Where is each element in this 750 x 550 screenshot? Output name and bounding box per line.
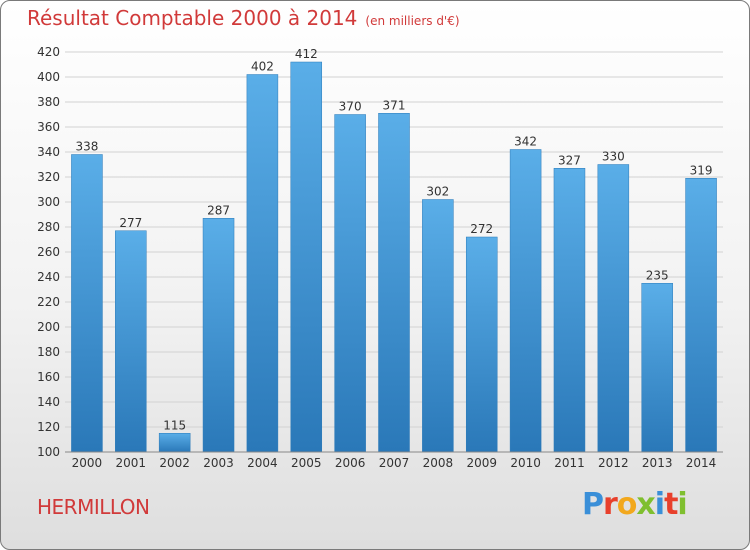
y-tick-label: 180 (37, 345, 60, 359)
y-tick-label: 320 (37, 170, 60, 184)
y-axis-ticks: 100 120 140 160 180 200 220 240 260 280 300 320 340 3… (37, 45, 60, 459)
bar-2010 (509, 149, 542, 453)
bar-2005 (290, 61, 323, 453)
bar-2000 (71, 154, 103, 453)
data-label: 287 (207, 203, 230, 217)
x-tick-label: 2006 (335, 456, 366, 470)
logo-letter: i (654, 487, 665, 522)
bar-2011 (553, 168, 586, 453)
x-tick-label: 2009 (466, 456, 497, 470)
chart-title-text: Résultat Comptable 2000 à 2014 (27, 6, 358, 30)
bar-2007 (378, 113, 410, 453)
bar-2002 (158, 433, 191, 453)
data-label: 402 (251, 60, 274, 74)
y-tick-label: 360 (37, 120, 60, 134)
y-tick-label: 280 (37, 220, 60, 234)
bar-2006 (334, 114, 366, 453)
bars (71, 61, 717, 453)
data-label: 115 (163, 418, 186, 432)
logo-letter: t (664, 487, 678, 522)
data-label: 235 (646, 268, 669, 282)
x-tick-label: 2011 (554, 456, 585, 470)
bar-2013 (641, 283, 673, 453)
x-axis-ticks: 2000 2001 2002 2003 2004 2005 2006 2007 2008 2009… (72, 456, 717, 470)
data-label: 412 (295, 47, 318, 61)
bar-2004 (246, 74, 279, 453)
y-tick-label: 400 (37, 70, 60, 84)
logo-letter: i (677, 487, 687, 522)
data-labels: 338 277 115 287 402 412 370 371 302 272 342 327 330 2… (75, 47, 712, 432)
y-tick-label: 140 (37, 395, 60, 409)
y-tick-label: 160 (37, 370, 60, 384)
logo-letter: P (582, 487, 604, 522)
data-label: 327 (558, 153, 581, 167)
y-tick-label: 120 (37, 420, 60, 434)
y-tick-label: 200 (37, 320, 60, 334)
x-tick-label: 2007 (379, 456, 410, 470)
bar-2008 (422, 199, 454, 453)
x-tick-label: 2008 (423, 456, 454, 470)
bar-2012 (597, 164, 630, 453)
chart-title: Résultat Comptable 2000 à 2014 (en millie… (27, 6, 460, 30)
y-tick-label: 300 (37, 195, 60, 209)
data-label: 319 (690, 163, 713, 177)
bar-2003 (202, 218, 235, 453)
data-label: 330 (602, 150, 625, 164)
x-tick-label: 2012 (598, 456, 629, 470)
x-tick-label: 2005 (291, 456, 322, 470)
data-label: 371 (383, 98, 406, 112)
bar-2009 (465, 236, 498, 453)
x-tick-label: 2004 (247, 456, 278, 470)
chart-subtitle: (en milliers d'€) (365, 14, 460, 28)
y-tick-label: 260 (37, 245, 60, 259)
x-tick-label: 2010 (510, 456, 541, 470)
x-tick-label: 2000 (72, 456, 103, 470)
data-label: 302 (426, 185, 449, 199)
data-label: 277 (119, 216, 142, 230)
y-tick-label: 380 (37, 95, 60, 109)
proxiti-logo: Proxiti (582, 487, 688, 522)
x-tick-label: 2013 (642, 456, 673, 470)
bar-2014 (685, 178, 717, 453)
y-tick-label: 220 (37, 295, 60, 309)
y-tick-label: 340 (37, 145, 60, 159)
x-tick-label: 2014 (686, 456, 717, 470)
commune-name: HERMILLON (37, 495, 150, 519)
data-label: 272 (470, 222, 493, 236)
y-tick-label: 240 (37, 270, 60, 284)
x-tick-label: 2002 (159, 456, 190, 470)
data-label: 370 (339, 100, 362, 114)
data-label: 338 (75, 140, 98, 154)
x-tick-label: 2001 (116, 456, 147, 470)
logo-letter: x (636, 487, 655, 522)
logo-letter: r (603, 487, 618, 522)
data-label: 342 (514, 135, 537, 149)
x-tick-label: 2003 (203, 456, 234, 470)
bar-2001 (115, 230, 147, 453)
y-tick-label: 420 (37, 45, 60, 59)
y-tick-label: 100 (37, 445, 60, 459)
logo-letter: o (616, 487, 638, 522)
